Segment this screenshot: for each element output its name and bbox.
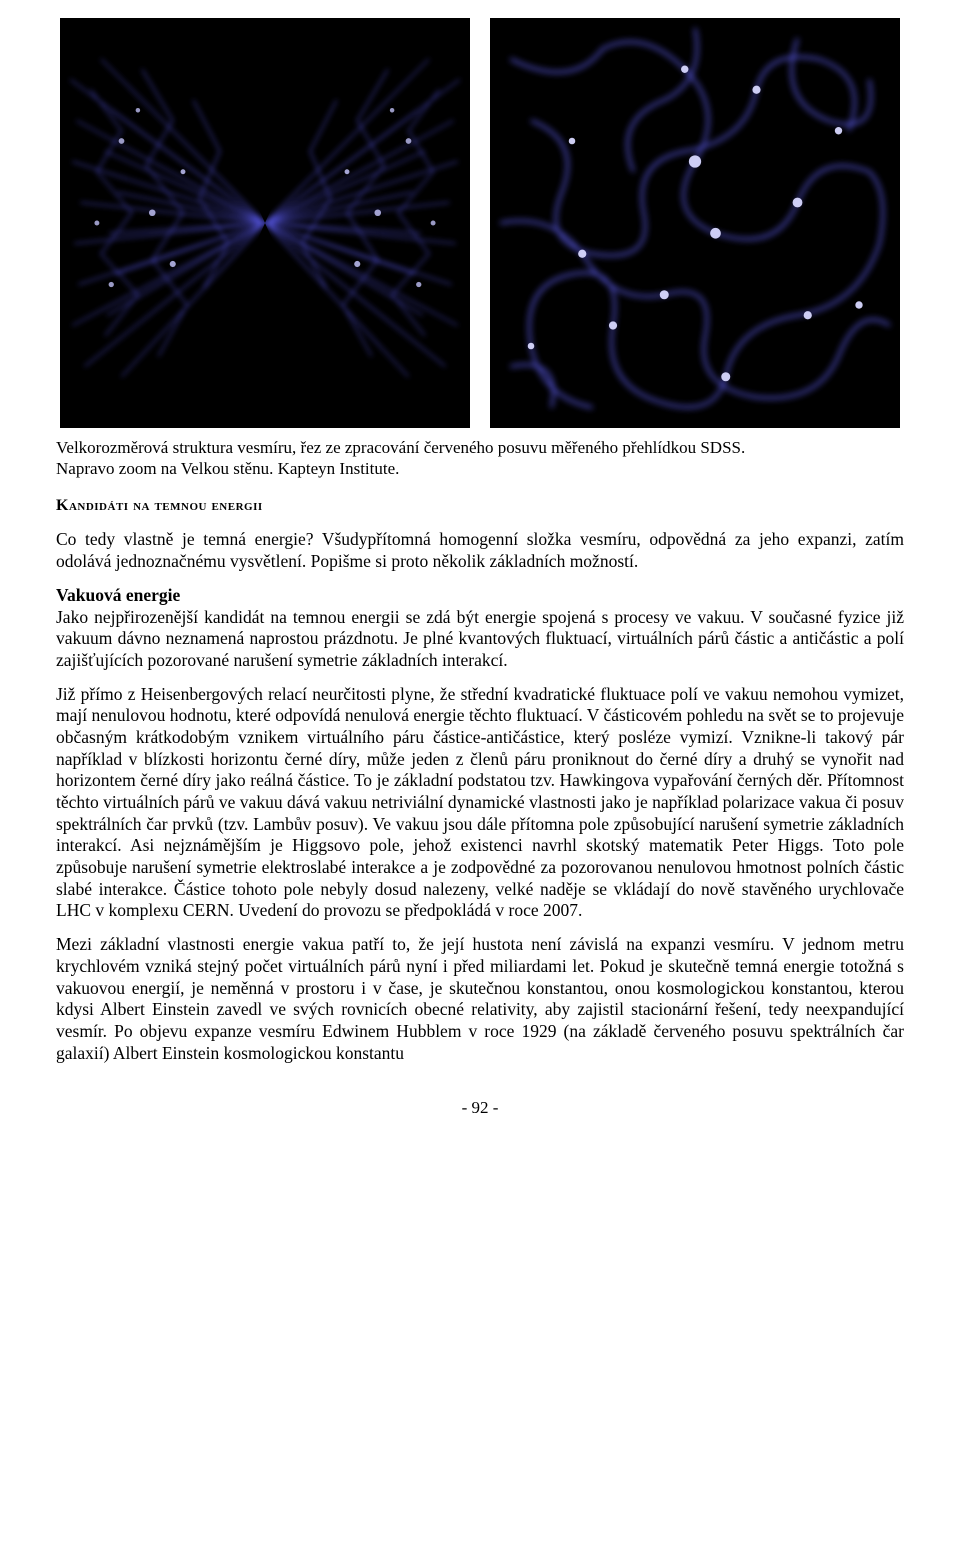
section-heading: Kandidáti na temnou energii <box>56 497 904 515</box>
caption-line-1: Velkorozměrová struktura vesmíru, řez ze… <box>56 438 745 457</box>
paragraph-3: Již přímo z Heisenbergových relací neurč… <box>56 684 904 923</box>
subsection-block: Vakuová energie Jako nejpřirozenější kan… <box>56 585 904 672</box>
paragraph-4: Mezi základní vlastnosti energie vakua p… <box>56 934 904 1064</box>
figure-row <box>56 18 904 428</box>
figure-right <box>490 18 900 428</box>
page-number: - 92 - <box>56 1098 904 1118</box>
subsection-heading: Vakuová energie <box>56 585 180 605</box>
paragraph-2: Jako nejpřirozenější kandidát na temnou … <box>56 607 904 672</box>
figure-left <box>60 18 470 428</box>
figure-caption: Velkorozměrová struktura vesmíru, řez ze… <box>56 438 904 479</box>
paragraph-intro: Co tedy vlastně je temná energie? Všudyp… <box>56 529 904 572</box>
caption-line-2: Napravo zoom na Velkou stěnu. Kapteyn In… <box>56 459 399 478</box>
